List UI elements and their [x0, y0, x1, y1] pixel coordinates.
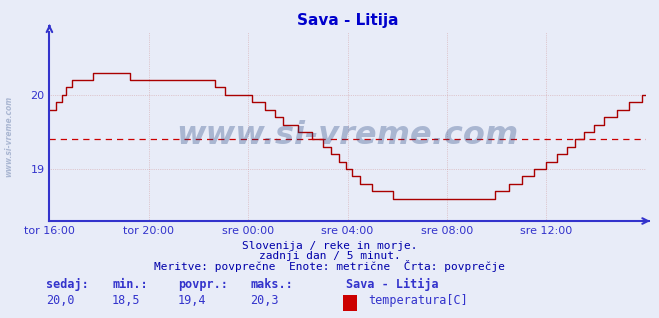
Text: min.:: min.:: [112, 278, 148, 291]
Text: zadnji dan / 5 minut.: zadnji dan / 5 minut.: [258, 251, 401, 261]
Text: 20,3: 20,3: [250, 294, 279, 307]
Text: www.si-vreme.com: www.si-vreme.com: [177, 121, 519, 151]
Text: www.si-vreme.com: www.si-vreme.com: [4, 96, 13, 177]
Text: maks.:: maks.:: [250, 278, 293, 291]
Text: sedaj:: sedaj:: [46, 278, 89, 291]
Text: Sava - Litija: Sava - Litija: [346, 278, 439, 291]
Text: temperatura[C]: temperatura[C]: [368, 294, 467, 307]
Text: povpr.:: povpr.:: [178, 278, 228, 291]
Title: Sava - Litija: Sava - Litija: [297, 13, 399, 28]
Text: 18,5: 18,5: [112, 294, 140, 307]
Text: Slovenija / reke in morje.: Slovenija / reke in morje.: [242, 241, 417, 252]
Text: 20,0: 20,0: [46, 294, 74, 307]
Text: 19,4: 19,4: [178, 294, 206, 307]
Text: Meritve: povprečne  Enote: metrične  Črta: povprečje: Meritve: povprečne Enote: metrične Črta:…: [154, 259, 505, 272]
